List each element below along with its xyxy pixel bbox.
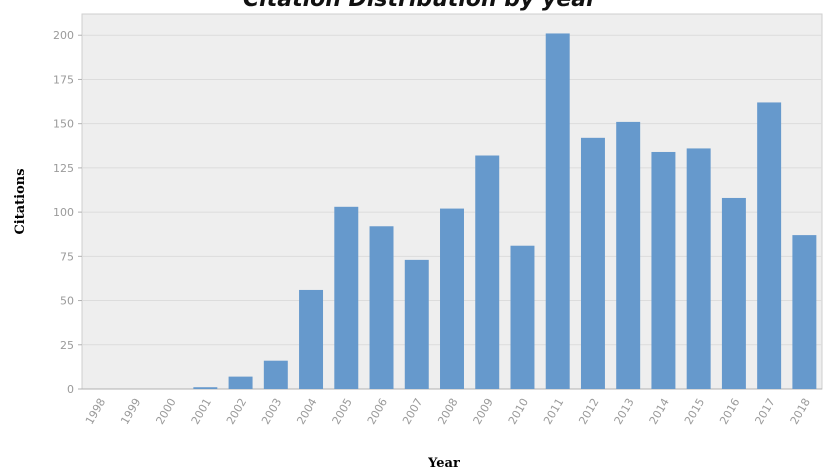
bar-2011 [545, 33, 570, 389]
x-tick-label: 2018 [788, 396, 813, 427]
x-tick-label: 1999 [118, 396, 143, 427]
x-tick-label: 2014 [647, 396, 672, 427]
chart-title: Citation Distribution by year [243, 0, 598, 12]
x-axis-ticks: 1998 1999 2000 2001 2002 2003 2004 2005 2006 2007… [83, 396, 813, 427]
bar-2005 [334, 206, 359, 389]
y-tick-label: 0 [67, 383, 74, 396]
bar-2013 [616, 121, 641, 389]
bar-2018 [792, 235, 817, 389]
y-tick-label: 100 [53, 206, 74, 219]
bar-2006 [369, 226, 394, 389]
x-tick-label: 2012 [576, 396, 601, 427]
x-tick-label: 2010 [506, 396, 531, 427]
x-tick-label: 2004 [294, 396, 319, 427]
y-tick-label: 200 [53, 29, 74, 42]
y-tick-label: 25 [60, 339, 74, 352]
bar-2007 [404, 259, 429, 389]
bar-2003 [263, 360, 288, 389]
x-tick-label: 2013 [612, 396, 637, 427]
bar-2009 [475, 155, 500, 389]
bar-2012 [580, 137, 605, 389]
y-axis-ticks: 0 25 50 75 100 125 150 175 200 [53, 29, 82, 396]
x-tick-label: 1998 [83, 396, 108, 427]
x-tick-label: 2005 [330, 396, 355, 427]
y-tick-label: 75 [60, 250, 74, 263]
bar-2017 [757, 102, 782, 390]
y-axis-title: Citations [13, 168, 28, 234]
bar-2001 [193, 387, 218, 389]
x-tick-label: 2016 [717, 396, 742, 427]
y-tick-label: 175 [53, 73, 74, 86]
x-tick-label: 2015 [682, 396, 707, 427]
x-tick-label: 2001 [189, 396, 214, 427]
y-tick-label: 150 [53, 118, 74, 131]
x-tick-label: 2011 [541, 396, 566, 427]
x-tick-label: 2008 [435, 396, 460, 427]
bar-2002 [228, 376, 253, 389]
x-tick-label: 2002 [224, 396, 249, 427]
x-tick-label: 2000 [153, 396, 178, 427]
bar-2015 [686, 148, 711, 389]
x-axis-title: Year [427, 456, 460, 471]
bar-2008 [440, 208, 464, 389]
x-tick-label: 2017 [752, 396, 777, 427]
x-tick-label: 2006 [365, 396, 390, 427]
bars [193, 33, 817, 390]
bar-2014 [651, 151, 676, 389]
x-tick-label: 2009 [471, 396, 496, 427]
y-tick-label: 50 [60, 295, 74, 308]
x-tick-label: 2003 [259, 396, 284, 427]
bar-2010 [510, 245, 535, 389]
y-tick-label: 125 [53, 162, 74, 175]
bar-2016 [721, 197, 746, 389]
bar-2004 [299, 289, 324, 389]
x-tick-label: 2007 [400, 396, 425, 427]
